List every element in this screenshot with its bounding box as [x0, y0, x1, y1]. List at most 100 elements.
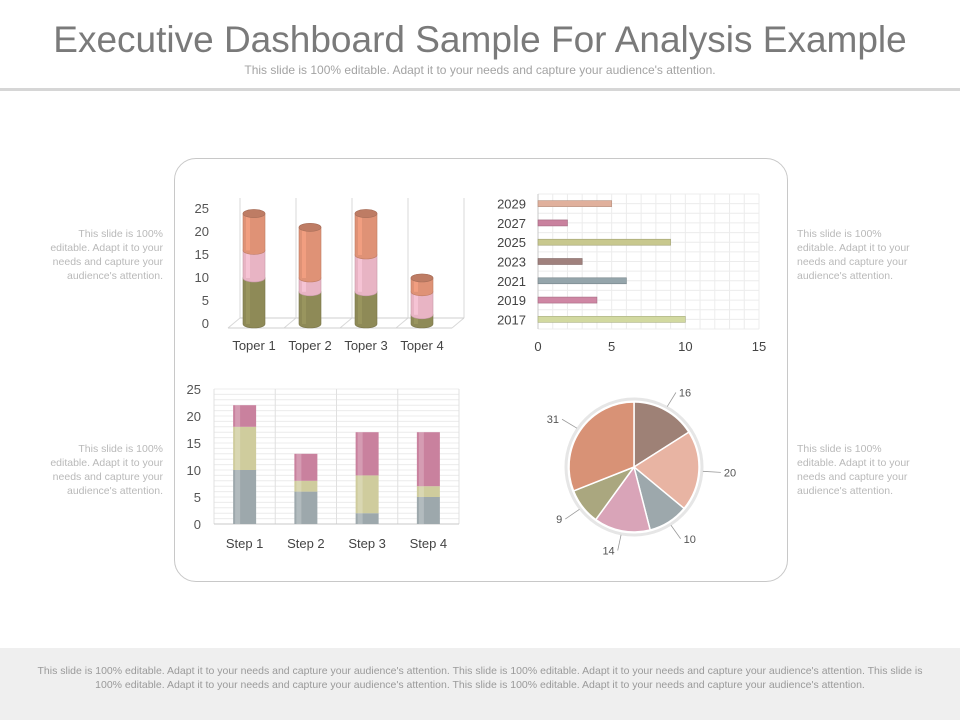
pie-data-label: 20 [724, 467, 736, 479]
cylinder-highlight [302, 227, 306, 278]
bar [537, 258, 583, 265]
y-tick-label: 0 [194, 517, 201, 532]
bar-highlight [418, 486, 424, 497]
cylinder-highlight [302, 278, 306, 292]
cylinder-top [410, 273, 434, 283]
y-tick-label: 2029 [497, 197, 526, 212]
y-tick-label: 0 [202, 316, 209, 331]
x-tick-label: Step 2 [287, 536, 325, 551]
header-divider [0, 88, 960, 91]
grid-line [395, 317, 409, 329]
x-tick-label: Toper 4 [400, 338, 443, 353]
footer-band: This slide is 100% editable. Adapt it to… [0, 648, 960, 720]
bar-highlight [235, 470, 241, 524]
cylinder-highlight [358, 213, 362, 255]
bar-segment [294, 480, 318, 492]
bar [537, 238, 671, 246]
grid-line [227, 317, 241, 329]
x-tick-label: 0 [534, 339, 541, 354]
y-tick-label: 20 [195, 224, 209, 239]
y-tick-label: 10 [187, 463, 201, 478]
x-tick-label: 5 [608, 339, 615, 354]
cylinder-highlight [246, 278, 250, 324]
bar-highlight [418, 497, 424, 524]
y-tick-label: 25 [195, 201, 209, 216]
x-tick-label: Step 1 [226, 536, 264, 551]
bar-highlight [418, 432, 424, 487]
pie-data-label: 14 [602, 545, 614, 557]
pie-slice [633, 401, 690, 469]
cylinder-highlight [414, 314, 418, 324]
cylinder-top [354, 209, 378, 218]
grid-line [339, 317, 353, 329]
footer-text: This slide is 100% editable. Adapt it to… [37, 665, 923, 691]
grid-line [283, 317, 297, 329]
y-tick-label: 5 [202, 293, 209, 308]
x-tick-label: Step 4 [410, 536, 448, 551]
bar-highlight [357, 475, 363, 514]
bar-highlight [235, 405, 241, 427]
bar-highlight [235, 426, 241, 470]
pie-leader-line [670, 525, 681, 540]
side-note-left-top: This slide is 100% editable. Adapt it to… [50, 228, 163, 282]
x-tick-label: 10 [678, 339, 692, 354]
pie-shadow [564, 397, 704, 537]
x-tick-label: Step 3 [348, 536, 386, 551]
page-title: Executive Dashboard Sample For Analysis … [53, 19, 907, 60]
pie-slice [568, 401, 635, 492]
pie-leader-line [666, 392, 677, 407]
pie-leader-line [617, 534, 622, 551]
bar-segment [355, 432, 379, 476]
bar-segment [355, 513, 379, 524]
pie-data-label: 10 [684, 534, 696, 546]
cylinder-highlight [246, 213, 250, 251]
y-tick-label: 20 [187, 409, 201, 424]
y-tick-label: 2019 [497, 293, 526, 308]
pie-data-label: 31 [547, 414, 559, 426]
bar-highlight [296, 480, 302, 492]
bar-highlight [296, 491, 302, 524]
y-tick-label: 15 [195, 247, 209, 262]
bar-segment [294, 491, 318, 524]
y-tick-label: 2023 [497, 255, 526, 270]
cylinder-highlight [414, 291, 418, 315]
y-tick-label: 25 [187, 382, 201, 397]
y-tick-label: 2027 [497, 216, 526, 231]
bar-segment [416, 486, 440, 497]
cylinder-highlight [302, 291, 306, 324]
bar-highlight [296, 453, 302, 481]
y-tick-label: 15 [187, 436, 201, 451]
bar [537, 277, 627, 285]
cylinder-highlight [358, 291, 362, 324]
bar [537, 200, 612, 207]
side-note-left-bottom: This slide is 100% editable. Adapt it to… [50, 443, 163, 497]
cylinder-top [242, 209, 266, 218]
bar-segment [233, 405, 257, 427]
x-tick-label: Toper 1 [232, 338, 275, 353]
bar-segment [416, 432, 440, 487]
bar-segment [294, 453, 318, 481]
bar [537, 296, 598, 304]
x-tick-label: 15 [752, 339, 766, 354]
bar-segment [355, 475, 379, 514]
x-tick-label: Toper 2 [288, 338, 331, 353]
pie-data-label: 9 [556, 514, 562, 526]
y-tick-label: 10 [195, 270, 209, 285]
bar [537, 219, 568, 227]
pie-leader-line [702, 470, 721, 473]
cylinder-top [298, 223, 322, 232]
pie-data-label: 16 [679, 388, 691, 400]
y-tick-label: 2017 [497, 312, 526, 327]
pie-leader-line [565, 508, 580, 520]
side-note-right-top: This slide is 100% editable. Adapt it to… [797, 228, 910, 282]
cylinder-highlight [246, 250, 250, 278]
bar-segment [416, 497, 440, 524]
bar-segment [233, 426, 257, 470]
bar-highlight [357, 513, 363, 524]
page-subtitle: This slide is 100% editable. Adapt it to… [244, 63, 716, 77]
y-tick-label: 2025 [497, 235, 526, 250]
